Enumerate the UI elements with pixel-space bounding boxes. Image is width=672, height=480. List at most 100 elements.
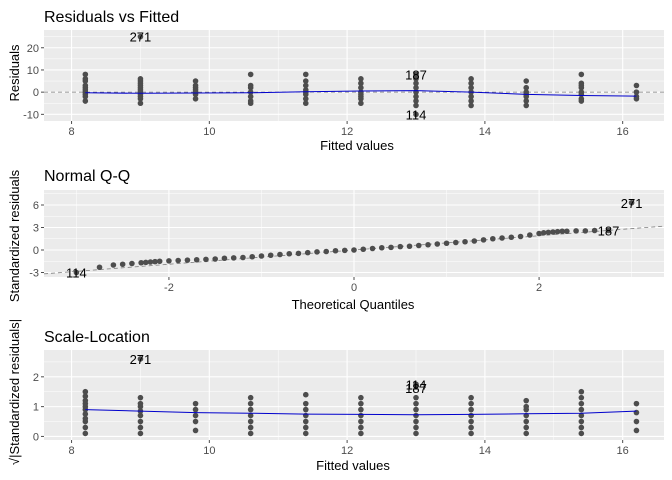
y-tick-label: 10 [27,65,39,77]
data-point [82,71,89,78]
data-point [413,394,419,401]
point-label: 114 [406,377,427,392]
data-point [490,235,496,242]
data-point [304,249,311,256]
data-point [605,227,612,234]
data-point [633,89,640,95]
normal-qq-x-ticks: -2 0 2 [164,277,542,294]
data-point [82,415,89,422]
data-point [152,258,158,265]
residuals-vs-fitted-x-axis-title: Fitted values [320,138,394,153]
data-point [413,71,419,78]
data-point [137,412,144,419]
data-point [302,418,309,425]
data-point [192,406,199,413]
data-point [358,84,364,91]
data-point [314,249,320,255]
data-point [468,102,474,109]
data-point [358,418,364,425]
x-tick-label: 16 [617,126,629,138]
data-point [247,430,254,437]
x-tick-label: 8 [68,126,74,138]
data-point [360,246,367,253]
data-point [147,259,154,265]
data-point [578,412,585,419]
data-point [82,397,89,404]
data-point [369,245,376,252]
data-point [564,228,570,235]
data-point [425,241,431,248]
data-point [142,259,149,266]
data-point [578,406,585,413]
normal-qq-y-ticks: -3 0 3 6 [29,200,44,280]
data-point [413,430,419,437]
data-point [413,400,419,407]
data-point [302,78,309,84]
data-point [82,388,89,395]
data-point [523,418,530,425]
data-point [468,80,474,87]
y-tick-label: -10 [23,109,39,121]
data-point [523,424,530,431]
data-point [413,424,419,431]
data-point [550,229,556,235]
data-point [633,93,640,100]
data-point [582,228,589,234]
data-point [247,394,254,401]
x-tick-label: 14 [479,126,491,138]
data-point [192,82,199,89]
y-tick-label: -3 [29,268,39,280]
data-point [468,406,474,413]
residuals-vs-fitted-y-ticks: -10 0 10 20 [23,43,44,121]
data-point [578,424,585,431]
y-tick-label: 0 [33,245,39,257]
y-tick-label: 1 [33,402,39,414]
data-point [73,269,80,276]
data-point [82,82,89,89]
data-point [302,82,309,89]
data-point [212,256,218,262]
data-point [192,412,199,419]
data-point [633,427,640,434]
data-point [82,411,89,417]
residuals-vs-fitted-smooth-line [85,90,637,97]
point-label: 114 [66,266,87,281]
data-point [302,406,309,413]
data-point [302,96,309,102]
normal-qq-y-axis-title: Standardized residuals [7,169,22,302]
data-point [545,229,552,236]
data-point [137,76,144,82]
data-point [82,98,89,104]
data-point [388,244,394,251]
data-point [286,250,293,257]
data-point [358,412,364,419]
scale-location-points [82,356,640,437]
point-label: 271 [621,196,643,211]
data-point [192,96,199,102]
data-point [82,393,89,399]
data-point [193,256,200,263]
data-point [468,76,474,82]
data-point [462,238,468,245]
data-point [247,424,254,431]
data-point [332,247,339,254]
data-point [523,98,530,104]
data-point [633,82,640,89]
data-point [540,229,547,236]
data-point [633,400,640,407]
data-point [137,418,144,425]
data-point [413,406,419,413]
point-label: 271 [130,352,152,367]
data-point [378,244,385,251]
data-point [434,241,441,247]
x-tick-label: 12 [341,126,353,138]
data-point [413,111,419,118]
data-point [302,100,309,107]
x-tick-label: 12 [341,445,353,457]
data-point [415,242,422,249]
data-point [137,430,144,437]
data-point [413,80,419,87]
data-point [527,232,533,238]
